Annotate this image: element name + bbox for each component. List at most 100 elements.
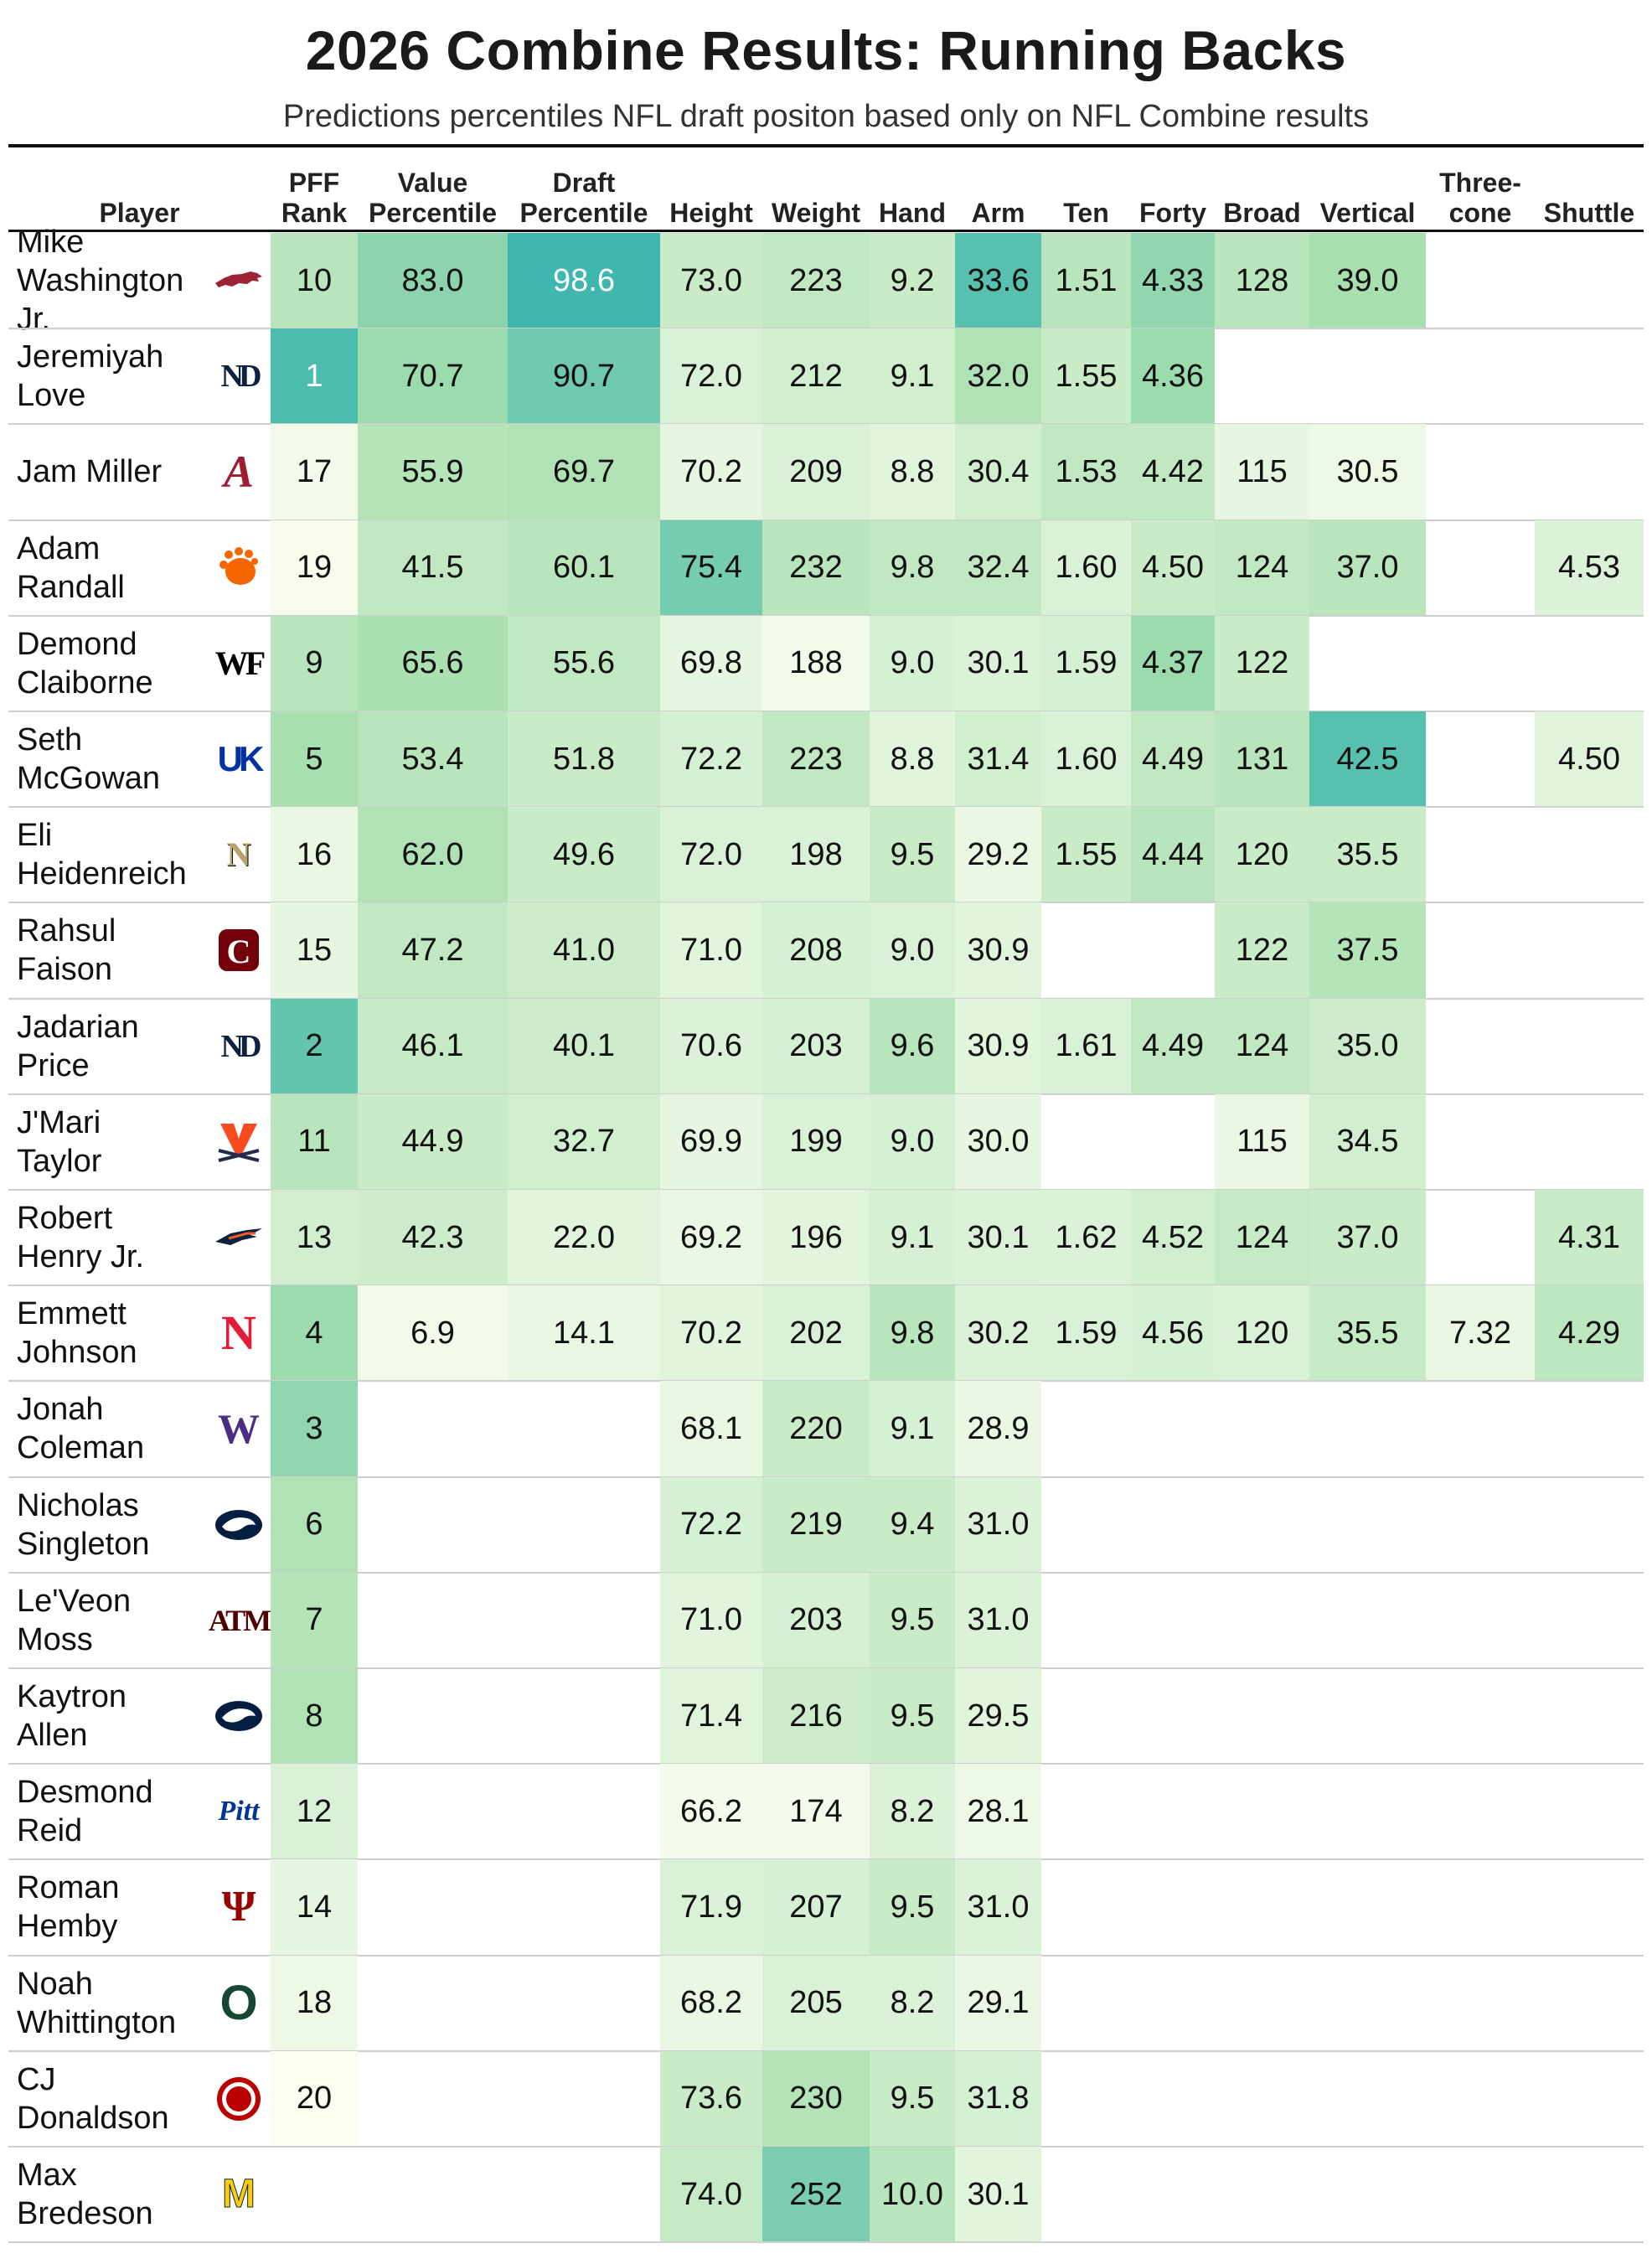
cell-three-cone <box>1426 1573 1535 1668</box>
cell-arm: 30.9 <box>955 998 1041 1094</box>
cell-arm: 30.1 <box>955 1190 1041 1286</box>
cell-vertical: 34.5 <box>1309 1093 1426 1190</box>
cell-hand: 9.5 <box>870 1572 955 1668</box>
cell-value-pct: 41.5 <box>358 519 508 616</box>
cell-value-pct: 62.0 <box>358 807 508 903</box>
column-header-pff-rank: PFF Rank <box>281 168 348 228</box>
player-name: Rahsul Faison <box>17 913 116 988</box>
cell-pff-rank: 6 <box>271 1476 358 1573</box>
cell-broad: 124 <box>1215 1190 1309 1286</box>
cell-three-cone <box>1426 2051 1535 2147</box>
cell-draft-pct <box>508 2051 660 2147</box>
cell-height: 72.0 <box>660 807 762 903</box>
cell-height: 75.4 <box>660 519 762 616</box>
cell-vertical <box>1309 1668 1426 1764</box>
cell-height: 71.0 <box>660 1572 762 1668</box>
cell-arm: 30.1 <box>955 2147 1041 2243</box>
cell-pff-rank: 5 <box>271 711 358 808</box>
cell-forty: 4.52 <box>1131 1190 1215 1286</box>
cell-value-pct: 47.2 <box>358 902 508 999</box>
cell-forty <box>1131 1956 1215 2051</box>
cell-draft-pct <box>508 1381 660 1476</box>
cell-pff-rank: 20 <box>271 2050 358 2147</box>
cell-arm: 31.0 <box>955 1859 1041 1956</box>
cell-height: 72.2 <box>660 711 762 808</box>
cell-forty: 4.56 <box>1131 1285 1215 1382</box>
cell-broad: 124 <box>1215 519 1309 616</box>
cell-shuttle <box>1535 1859 1644 1955</box>
cell-weight: 202 <box>762 1285 870 1382</box>
cell-ten <box>1041 1859 1131 1955</box>
cell-broad <box>1215 2147 1309 2242</box>
cell-ten <box>1041 902 1131 998</box>
cell-weight: 219 <box>762 1476 870 1573</box>
cell-weight: 203 <box>762 1572 870 1668</box>
cell-forty: 4.50 <box>1131 519 1215 616</box>
cell-value-pct <box>358 1764 508 1859</box>
cell-shuttle <box>1535 616 1644 711</box>
cell-draft-pct: 22.0 <box>508 1190 660 1286</box>
cell-weight: 208 <box>762 902 870 999</box>
cell-weight: 196 <box>762 1190 870 1286</box>
cell-broad: 122 <box>1215 615 1309 711</box>
cell-ten <box>1041 1094 1131 1190</box>
cell-value-pct <box>358 1381 508 1476</box>
cell-ten: 1.62 <box>1041 1190 1131 1286</box>
cell-height: 72.0 <box>660 328 762 425</box>
penn-state-logo <box>209 1668 268 1764</box>
cell-weight: 220 <box>762 1381 870 1477</box>
player-name: Demond Claiborne <box>17 626 153 700</box>
cell-three-cone <box>1426 711 1535 807</box>
cell-three-cone <box>1426 1859 1535 1955</box>
player-name: Max Bredeson <box>17 2158 153 2232</box>
cell-arm: 31.4 <box>955 711 1041 808</box>
cell-shuttle: 4.53 <box>1535 519 1644 616</box>
cell-height: 70.2 <box>660 1285 762 1382</box>
cell-pff-rank: 3 <box>271 1381 358 1477</box>
cell-three-cone <box>1426 328 1535 424</box>
cell-draft-pct: 40.1 <box>508 998 660 1094</box>
cell-pff-rank: 7 <box>271 1572 358 1668</box>
cell-height: 66.2 <box>660 1764 762 1860</box>
cell-shuttle <box>1535 424 1644 519</box>
cell-draft-pct: 60.1 <box>508 519 660 616</box>
cell-hand: 9.1 <box>870 1190 955 1286</box>
cell-hand: 9.0 <box>870 1093 955 1190</box>
player-name: J'Mari Taylor <box>17 1104 102 1179</box>
cell-value-pct: 70.7 <box>358 328 508 425</box>
column-header-value-pct: Value Percentile <box>369 168 497 228</box>
cell-broad: 120 <box>1215 1285 1309 1382</box>
cell-broad: 128 <box>1215 233 1309 329</box>
cell-arm: 30.4 <box>955 424 1041 520</box>
chart-title: 2026 Combine Results: Running Backs <box>305 19 1347 81</box>
cell-pff-rank: 14 <box>271 1859 358 1956</box>
cell-pff-rank: 19 <box>271 519 358 616</box>
notre-dame-logo: ND <box>220 1028 262 1064</box>
cell-vertical <box>1309 1573 1426 1668</box>
cell-arm: 33.6 <box>955 233 1041 329</box>
player-name: Emmett Johnson <box>17 1296 137 1371</box>
row-divider <box>8 2241 1644 2244</box>
cell-value-pct: 83.0 <box>358 233 508 329</box>
cell-three-cone <box>1426 902 1535 998</box>
cell-weight: 230 <box>762 2050 870 2147</box>
cell-arm: 29.2 <box>955 807 1041 903</box>
cell-broad: 115 <box>1215 424 1309 520</box>
cell-pff-rank: 11 <box>271 1093 358 1190</box>
cell-pff-rank: 9 <box>271 615 358 711</box>
cell-draft-pct <box>508 1668 660 1764</box>
kentucky-logo: UK <box>217 739 265 779</box>
cell-arm: 32.4 <box>955 519 1041 616</box>
cell-weight: 252 <box>762 2147 870 2243</box>
cell-ten: 1.51 <box>1041 233 1131 329</box>
cell-pff-rank: 16 <box>271 807 358 903</box>
cell-hand: 9.5 <box>870 1859 955 1956</box>
cell-three-cone <box>1426 1956 1535 2051</box>
cell-broad <box>1215 1573 1309 1668</box>
cell-weight: 209 <box>762 424 870 520</box>
cell-pff-rank: 12 <box>271 1764 358 1860</box>
cell-height: 73.0 <box>660 233 762 329</box>
cell-three-cone <box>1426 1764 1535 1859</box>
cell-shuttle <box>1535 2147 1644 2242</box>
cell-pff-rank: 13 <box>271 1190 358 1286</box>
